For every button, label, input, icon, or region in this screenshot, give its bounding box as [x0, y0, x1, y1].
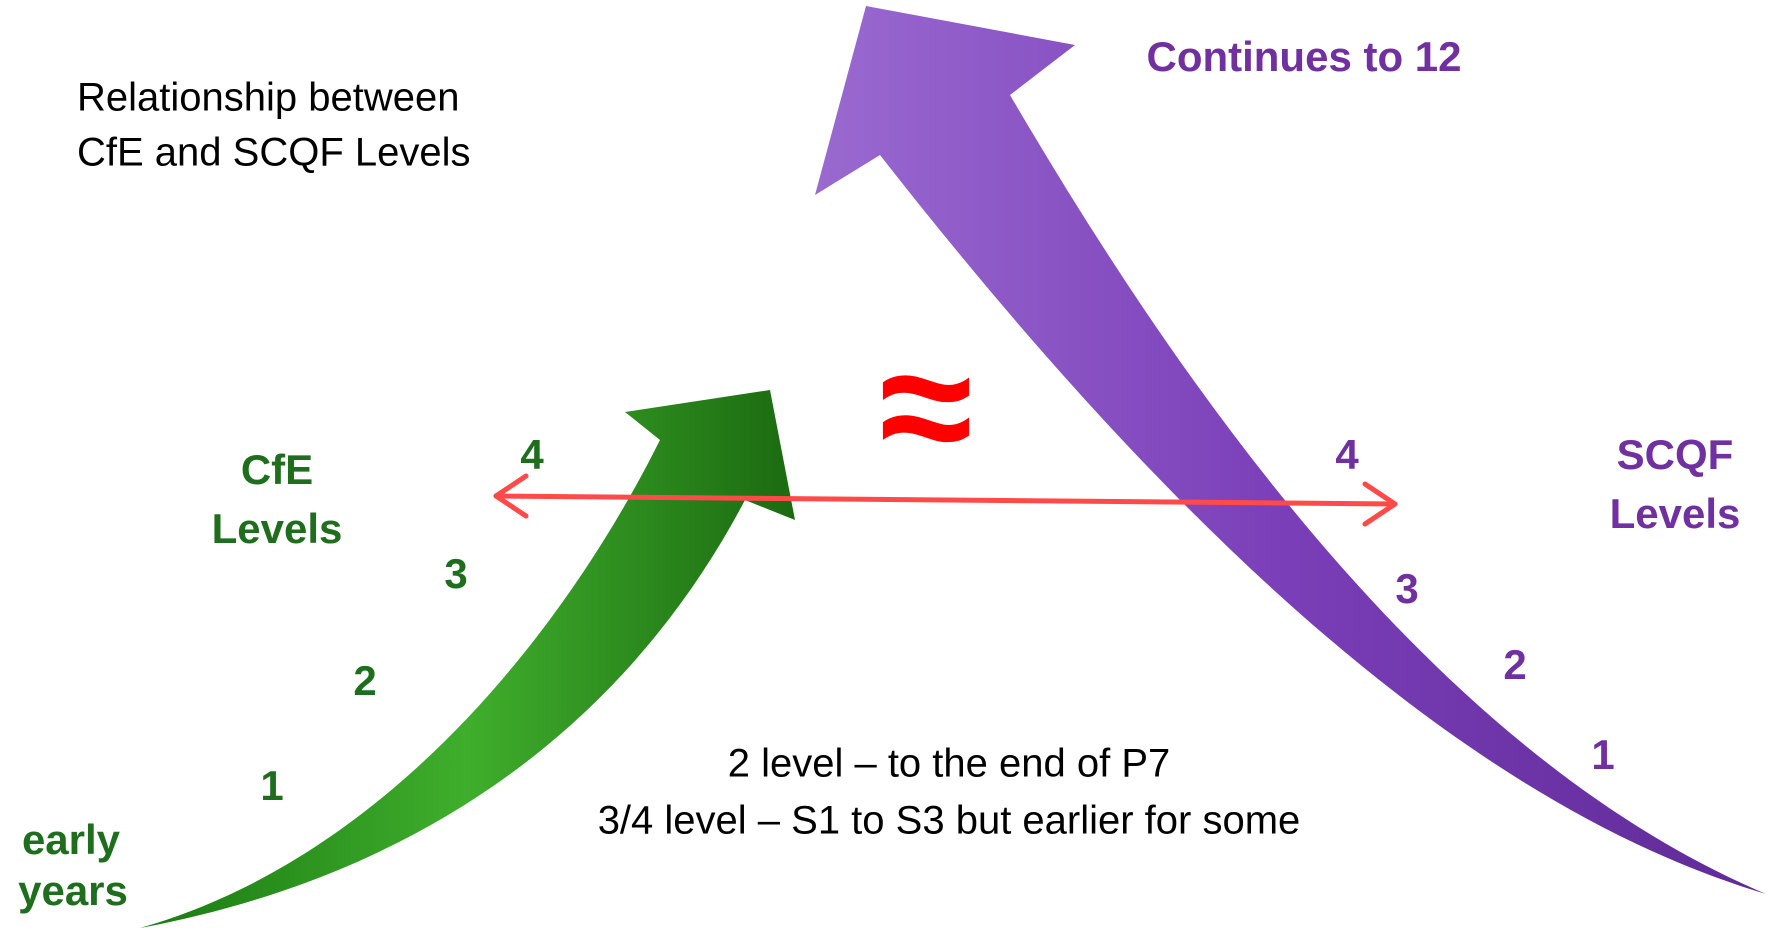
cfe-level: 4: [520, 431, 544, 478]
page: Relationship between CfE and SCQF Levels…: [0, 0, 1775, 931]
cfe-level: 3: [444, 550, 467, 597]
scqf-level: 4: [1335, 431, 1359, 478]
scqf-level: 1: [1591, 731, 1614, 778]
cfe-arrow: [140, 390, 795, 928]
continues-label: Continues to 12: [1146, 33, 1461, 80]
cfe-level: 2: [353, 657, 376, 704]
scqf-label: SCQF: [1617, 431, 1734, 478]
title-line: Relationship between: [77, 76, 459, 120]
cfe-label: CfE: [241, 446, 313, 493]
cfe-level: 1: [260, 762, 283, 809]
diagram: Relationship between CfE and SCQF Levels…: [0, 0, 1775, 931]
cfe-label: Levels: [212, 505, 343, 552]
approx-symbol: ≈: [879, 312, 972, 502]
scqf-level: 3: [1395, 565, 1418, 612]
scqf-label: Levels: [1610, 490, 1741, 537]
note-line: 2 level – to the end of P7: [728, 742, 1171, 786]
note-line: 3/4 level – S1 to S3 but earlier for som…: [598, 799, 1301, 843]
title-line: CfE and SCQF Levels: [77, 131, 471, 175]
cfe-start: early: [22, 816, 121, 863]
cfe-start: years: [18, 867, 128, 914]
scqf-level: 2: [1503, 641, 1526, 688]
